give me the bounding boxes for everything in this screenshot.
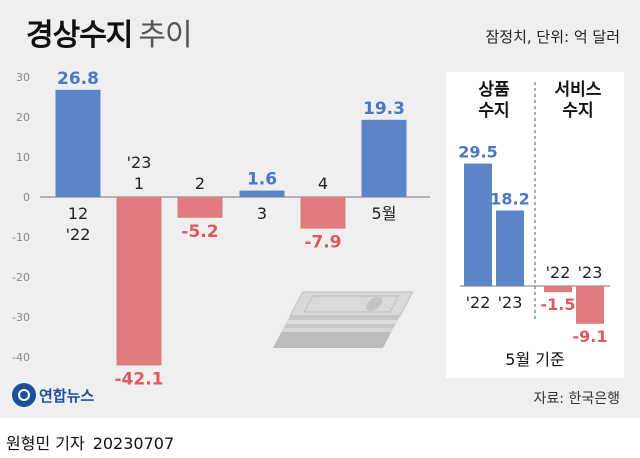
category-label: '23: [127, 153, 152, 172]
inset-bar: [576, 286, 604, 324]
value-label: 26.8: [57, 69, 99, 89]
bar: [177, 197, 223, 218]
title-sub: 추이: [138, 18, 192, 53]
inset-value-label: 29.5: [458, 143, 497, 162]
inset-bar: [464, 163, 492, 286]
inset-value-label: -9.1: [573, 327, 608, 346]
value-label: -42.1: [115, 369, 164, 389]
chart-title: 경상수지 추이: [26, 10, 193, 54]
inset-bar: [544, 286, 572, 293]
money-stack-icon: [272, 291, 414, 348]
inset-panel: 29.5'22 18.2'23 -1.5'22 -9.1'23 상품 수지 서비스 수지 …: [446, 72, 624, 378]
bar: [116, 197, 162, 366]
value-label: -7.9: [304, 233, 341, 253]
date: 20230707: [92, 434, 175, 453]
inset-value-label: -1.5: [541, 295, 576, 314]
inset-note: 5월 기준: [505, 350, 565, 369]
category-label: '22: [66, 225, 91, 244]
bar: [55, 89, 101, 197]
category-label: 4: [318, 174, 328, 193]
main-bar-chart: 30 20 10 0 -10 -20 -30 -40 26.8 12 '22 -42.1 '23 1 -5.…: [12, 69, 430, 389]
value-label: -5.2: [181, 222, 218, 242]
logo-mark-icon: [12, 383, 36, 407]
y-tick-label: -10: [12, 231, 30, 244]
inset-title-services: 서비스 수지: [554, 80, 602, 121]
logo-text: 연합뉴스: [39, 386, 95, 405]
source-note: 자료: 한국은행: [533, 391, 620, 407]
category-label: 12: [68, 204, 88, 223]
y-tick-label: 0: [23, 191, 30, 204]
credit-line: 원형민 기자 20230707: [6, 430, 174, 454]
inset-category-label: '23: [578, 263, 603, 282]
value-label: 1.6: [247, 170, 277, 190]
unit-note: 잠정치, 단위: 억 달러: [485, 28, 620, 46]
inset-category-label: '22: [466, 293, 491, 312]
inset-title-goods: 상품 수지: [478, 80, 510, 121]
value-label: 19.3: [363, 99, 405, 119]
y-tick-label: -30: [12, 311, 30, 324]
bar: [239, 190, 285, 197]
y-tick-label: -40: [12, 351, 30, 364]
category-label: 2: [195, 174, 205, 193]
inset-value-label: 18.2: [490, 189, 529, 208]
y-tick-label: 20: [16, 111, 30, 124]
inset-bar: [496, 210, 524, 286]
news-logo: 연합뉴스: [12, 381, 94, 409]
author: 원형민 기자: [6, 434, 85, 453]
category-label: 5월: [372, 204, 397, 223]
y-tick-label: 30: [16, 71, 30, 84]
category-label: 1: [134, 174, 144, 193]
bar: [300, 197, 346, 229]
inset-category-label: '22: [546, 263, 571, 282]
inset-category-label: '23: [498, 293, 523, 312]
y-tick-label: -20: [12, 271, 30, 284]
y-tick-label: 10: [16, 151, 30, 164]
bar: [361, 119, 407, 197]
title-main: 경상수지: [26, 18, 133, 53]
category-label: 3: [257, 204, 267, 223]
